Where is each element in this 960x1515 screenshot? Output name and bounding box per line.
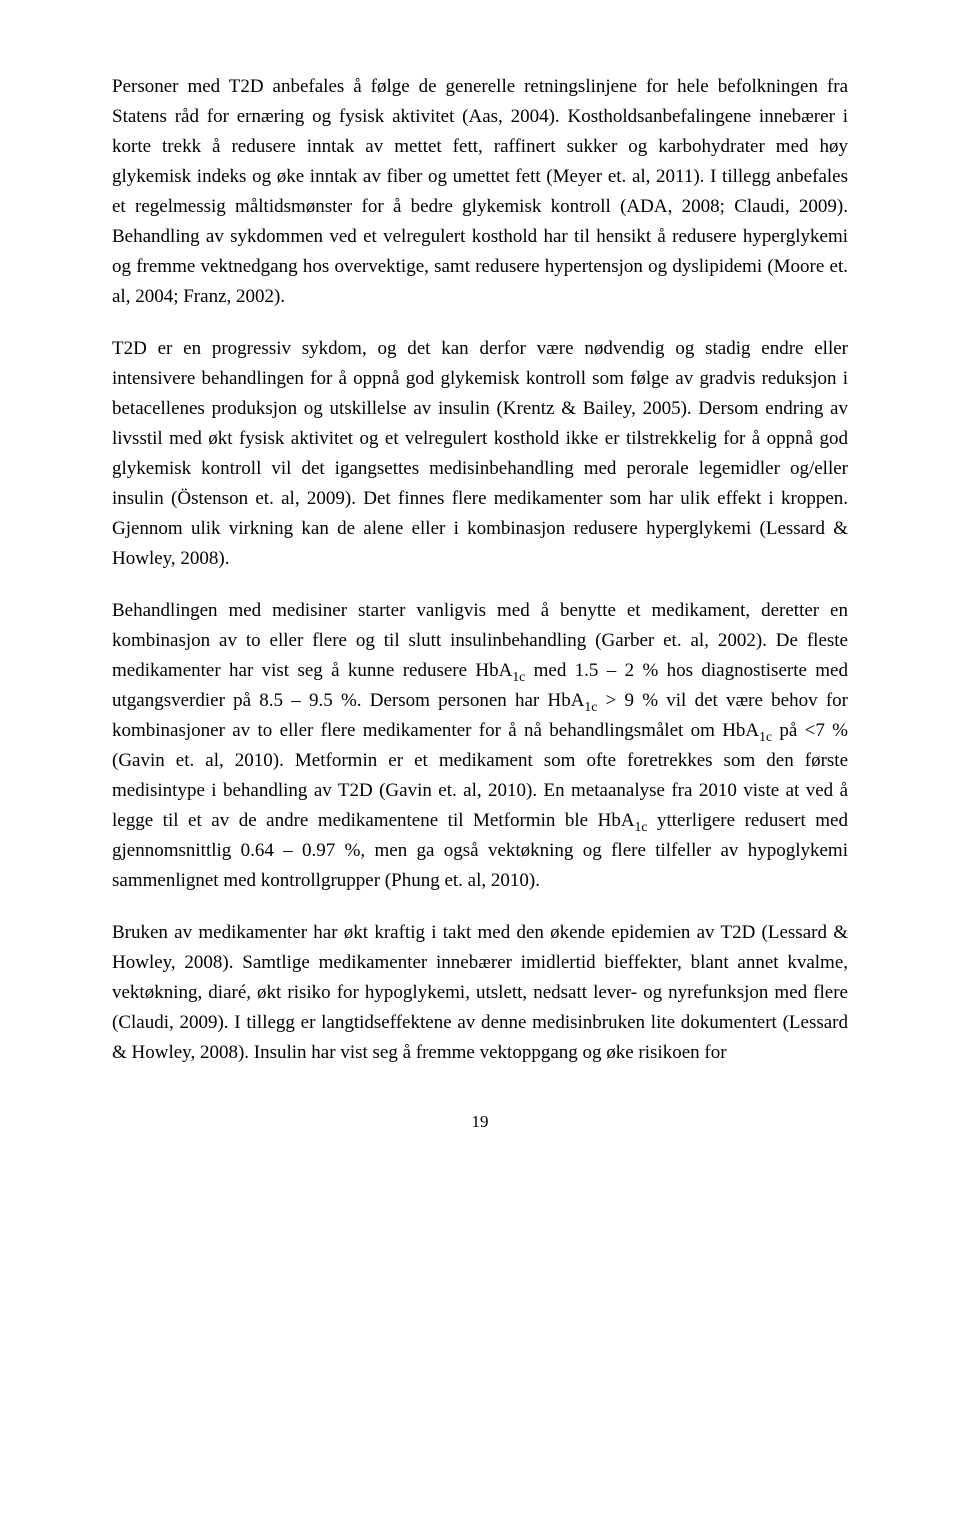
body-text: T2D er en progressiv sykdom, og det kan … (112, 338, 848, 569)
document-page: Personer med T2D anbefales å følge de ge… (0, 0, 960, 1192)
body-text: Bruken av medikamenter har økt kraftig i… (112, 922, 848, 1063)
paragraph-3: Behandlingen med medisiner starter vanli… (112, 596, 848, 896)
paragraph-2: T2D er en progressiv sykdom, og det kan … (112, 334, 848, 574)
paragraph-1: Personer med T2D anbefales å følge de ge… (112, 72, 848, 312)
subscript-text: 1c (635, 819, 648, 834)
subscript-text: 1c (512, 669, 525, 684)
body-text: Personer med T2D anbefales å følge de ge… (112, 76, 848, 307)
subscript-text: 1c (759, 729, 772, 744)
page-number: 19 (112, 1112, 848, 1132)
subscript-text: 1c (584, 699, 597, 714)
paragraph-4: Bruken av medikamenter har økt kraftig i… (112, 918, 848, 1068)
